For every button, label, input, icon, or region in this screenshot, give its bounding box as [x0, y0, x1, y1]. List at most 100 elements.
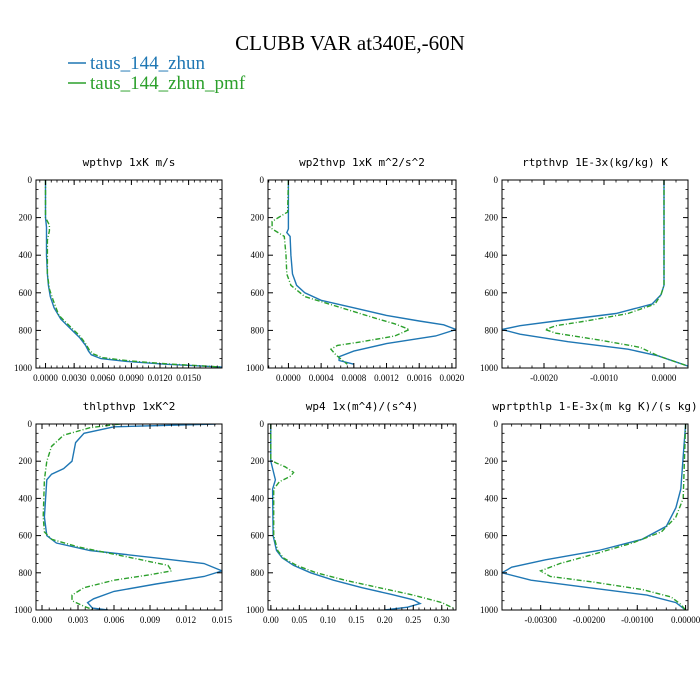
- y-tick-label: 600: [251, 531, 265, 541]
- series-line-taus-144-zhun: [502, 424, 687, 610]
- y-tick-label: 1000: [480, 363, 499, 373]
- x-tick-label: 0.0000: [276, 373, 301, 383]
- series-line-taus-144-zhun-pmf: [271, 180, 412, 365]
- x-tick-label: 0.0060: [90, 373, 115, 383]
- x-tick-label: 0.015: [212, 615, 233, 625]
- x-tick-label: 0.00000: [671, 615, 700, 625]
- series-line-taus-144-zhun-pmf: [44, 180, 222, 368]
- plot-frame: [35, 423, 223, 611]
- panel-1: wp2thvp 1xK m^2/s^2 0 200 400 600 800 1000 0.00…: [246, 156, 465, 383]
- x-tick-label: 0.0120: [148, 373, 173, 383]
- y-tick-label: 600: [485, 531, 499, 541]
- y-tick-label: 0: [494, 419, 499, 429]
- y-tick-label: 0: [28, 175, 33, 185]
- y-tick-label: 200: [19, 456, 33, 466]
- x-tick-label: 0.0090: [119, 373, 144, 383]
- x-tick-label: 0.0030: [62, 373, 87, 383]
- y-tick-label: 200: [485, 456, 499, 466]
- panel-title: thlpthvp 1xK^2: [83, 400, 176, 413]
- y-tick-label: 800: [251, 325, 265, 335]
- x-tick-label: 0.15: [348, 615, 364, 625]
- series-line-taus-144-zhun-pmf: [270, 424, 454, 609]
- y-tick-label: 400: [251, 250, 265, 260]
- y-tick-label: 600: [251, 288, 265, 298]
- series-line-taus-144-zhun: [502, 180, 688, 367]
- x-tick-label: 0.0150: [176, 373, 201, 383]
- y-tick-label: 200: [251, 213, 265, 223]
- x-tick-label: 0.009: [140, 615, 161, 625]
- x-tick-label: -0.00300: [525, 615, 558, 625]
- x-tick-label: 0.0016: [407, 373, 432, 383]
- y-tick-label: 800: [19, 568, 33, 578]
- series-line-taus-144-zhun: [43, 424, 222, 610]
- y-tick-label: 200: [251, 456, 265, 466]
- y-tick-label: 0: [494, 175, 499, 185]
- y-tick-label: 400: [485, 493, 499, 503]
- x-tick-label: 0.006: [104, 615, 125, 625]
- y-tick-label: 200: [19, 213, 33, 223]
- panel-title: wp2thvp 1xK m^2/s^2: [299, 156, 425, 169]
- legend-label-taus-144-zhun: taus_144_zhun: [90, 53, 206, 74]
- panel-title: rtpthvp 1E-3x(kg/kg) K: [522, 156, 668, 169]
- y-tick-label: 600: [19, 531, 33, 541]
- panel-5: wprtpthlp 1-E-3x(m kg K)/(s kg) 0 200 400 60…: [480, 400, 700, 625]
- legend-label-taus-144-zhun-pmf: taus_144_zhun_pmf: [90, 73, 246, 94]
- series-line-taus-144-zhun: [285, 180, 456, 365]
- panel-title: wp4 1x(m^4)/(s^4): [306, 400, 419, 413]
- legend: taus_144_zhun taus_144_zhun_pmf: [68, 53, 246, 94]
- plot-frame: [267, 423, 457, 611]
- x-tick-label: 0.003: [68, 615, 89, 625]
- figure-title: CLUBB VAR at340E,-60N: [235, 31, 465, 55]
- y-tick-label: 600: [485, 288, 499, 298]
- y-tick-label: 800: [485, 568, 499, 578]
- x-tick-label: 0.25: [405, 615, 421, 625]
- y-tick-label: 400: [251, 493, 265, 503]
- series-line-taus-144-zhun: [44, 180, 222, 368]
- x-tick-label: 0.0008: [341, 373, 366, 383]
- x-tick-label: -0.0010: [590, 373, 618, 383]
- y-tick-label: 0: [260, 175, 265, 185]
- x-tick-label: -0.00100: [621, 615, 654, 625]
- x-tick-label: 0.30: [434, 615, 450, 625]
- x-tick-label: -0.00200: [573, 615, 606, 625]
- y-tick-label: 1000: [14, 605, 33, 615]
- y-tick-label: 1000: [480, 605, 499, 615]
- x-tick-label: 0.0004: [309, 373, 334, 383]
- panel-title: wprtpthlp 1-E-3x(m kg K)/(s kg): [492, 400, 697, 413]
- y-tick-label: 800: [485, 325, 499, 335]
- y-tick-label: 200: [485, 213, 499, 223]
- y-tick-label: 800: [19, 325, 33, 335]
- panel-title: wpthvp 1xK m/s: [83, 156, 176, 169]
- x-tick-label: 0.012: [176, 615, 196, 625]
- y-tick-label: 400: [485, 250, 499, 260]
- x-tick-label: 0.0012: [374, 373, 399, 383]
- series-line-taus-144-zhun: [270, 424, 422, 610]
- plot-frame: [267, 179, 457, 369]
- x-tick-label: 0.0000: [652, 373, 677, 383]
- plot-frame: [501, 423, 689, 611]
- x-tick-label: 0.000: [32, 615, 53, 625]
- y-tick-label: 400: [19, 493, 33, 503]
- series-line-taus-144-zhun-pmf: [42, 424, 173, 610]
- plot-frame: [35, 179, 223, 369]
- x-tick-label: 0.05: [291, 615, 307, 625]
- y-tick-label: 800: [251, 568, 265, 578]
- y-tick-label: 600: [19, 288, 33, 298]
- x-tick-label: 0.10: [320, 615, 336, 625]
- y-tick-label: 1000: [246, 605, 265, 615]
- y-tick-label: 0: [28, 419, 33, 429]
- panel-2: rtpthvp 1E-3x(kg/kg) K 0 200 400 600 800 1000 -…: [480, 156, 689, 383]
- x-tick-label: 0.0000: [33, 373, 58, 383]
- series-line-taus-144-zhun-pmf: [538, 424, 687, 610]
- x-tick-label: -0.0020: [530, 373, 558, 383]
- series-line-taus-144-zhun-pmf: [543, 180, 688, 367]
- x-tick-label: 0.0020: [440, 373, 465, 383]
- y-tick-label: 0: [260, 419, 265, 429]
- x-tick-label: 0.20: [377, 615, 393, 625]
- y-tick-label: 1000: [246, 363, 265, 373]
